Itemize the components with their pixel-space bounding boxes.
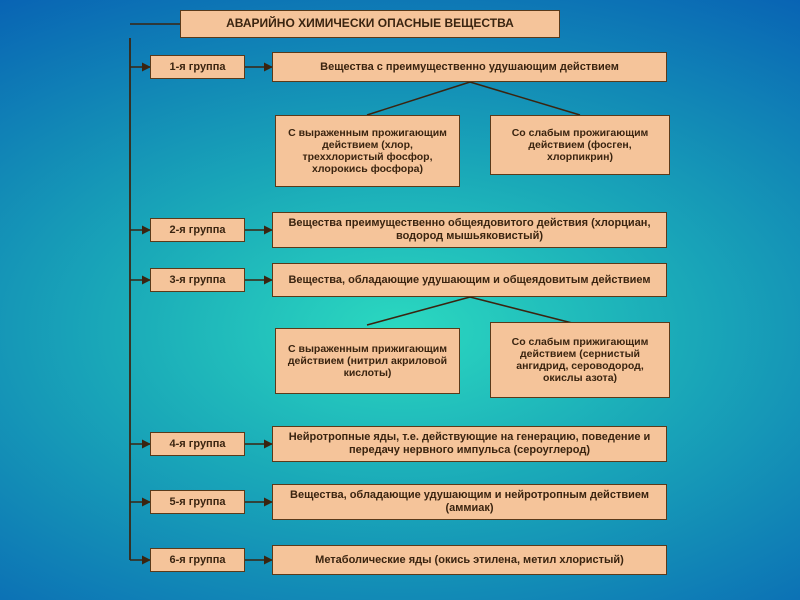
group-desc-3: Вещества, обладающие удушающим и общеядо… bbox=[272, 263, 667, 297]
group-3-child-2: Со слабым прижигающим действием (сернист… bbox=[490, 322, 670, 398]
group-desc-6: Метаболические яды (окись этилена, метил… bbox=[272, 545, 667, 575]
diagram-title: АВАРИЙНО ХИМИЧЕСКИ ОПАСНЫЕ ВЕЩЕСТВА bbox=[180, 10, 560, 38]
group-label-4: 4-я группа bbox=[150, 432, 245, 456]
group-1-child-2: Со слабым прожигающим действием (фосген,… bbox=[490, 115, 670, 175]
group-1-child-1: С выраженным прожигающим действием (хлор… bbox=[275, 115, 460, 187]
group-desc-4: Нейротропные яды, т.е. действующие на ге… bbox=[272, 426, 667, 462]
group-label-3: 3-я группа bbox=[150, 268, 245, 292]
group-label-5: 5-я группа bbox=[150, 490, 245, 514]
group-desc-2: Вещества преимущественно общеядовитого д… bbox=[272, 212, 667, 248]
group-label-2: 2-я группа bbox=[150, 218, 245, 242]
group-desc-5: Вещества, обладающие удушающим и нейротр… bbox=[272, 484, 667, 520]
group-3-child-1: С выраженным прижигающим действием (нитр… bbox=[275, 328, 460, 394]
group-desc-1: Вещества с преимущественно удушающим дей… bbox=[272, 52, 667, 82]
group-label-1: 1-я группа bbox=[150, 55, 245, 79]
group-label-6: 6-я группа bbox=[150, 548, 245, 572]
